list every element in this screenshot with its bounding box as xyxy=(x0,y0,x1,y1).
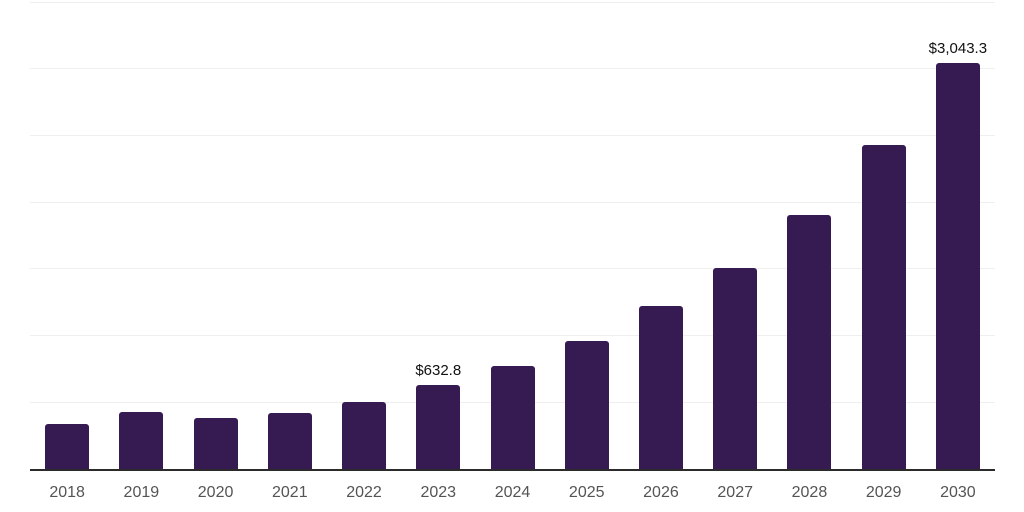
bar-2021 xyxy=(267,412,312,469)
bar-2022 xyxy=(342,401,387,469)
x-tick-2019: 2019 xyxy=(123,484,160,501)
bar-2020 xyxy=(193,418,238,469)
gridline-2000 xyxy=(30,201,995,203)
bar-2026 xyxy=(638,306,683,469)
x-tick-2020: 2020 xyxy=(197,484,234,501)
bar-2028 xyxy=(787,214,832,469)
gridline-3000 xyxy=(30,68,995,70)
bar-2030 xyxy=(935,62,980,469)
x-tick-2026: 2026 xyxy=(643,484,679,501)
gridline-1000 xyxy=(30,335,995,337)
gridline-1500 xyxy=(30,268,995,270)
gridline-2500 xyxy=(30,134,995,136)
bar-2023 xyxy=(416,384,461,469)
x-tick-2030: 2030 xyxy=(940,484,976,501)
bar-2018 xyxy=(45,424,90,469)
x-tick-2023: 2023 xyxy=(420,484,457,501)
plot-area: $632.8 $3,043.3 xyxy=(30,1,995,471)
x-tick-2027: 2027 xyxy=(717,484,753,501)
x-axis: 2018 2019 2020 2021 2022 2023 2024 2025 2026 2027… xyxy=(30,484,995,506)
bar-2029 xyxy=(861,145,906,469)
x-tick-2022: 2022 xyxy=(346,484,382,501)
x-tick-2029: 2029 xyxy=(865,484,902,501)
bar-2024 xyxy=(490,365,535,469)
data-label-2023: $632.8 xyxy=(415,361,462,379)
x-tick-2021: 2021 xyxy=(272,484,308,501)
x-tick-2025: 2025 xyxy=(568,484,605,501)
bar-2025 xyxy=(564,340,609,469)
data-label-2030: $3,043.3 xyxy=(928,39,988,57)
x-tick-2018: 2018 xyxy=(49,484,85,501)
x-tick-2024: 2024 xyxy=(494,484,531,501)
x-tick-2028: 2028 xyxy=(791,484,828,501)
bar-2019 xyxy=(119,412,164,469)
gridline-3500 xyxy=(30,1,995,3)
bar-2027 xyxy=(713,267,758,469)
